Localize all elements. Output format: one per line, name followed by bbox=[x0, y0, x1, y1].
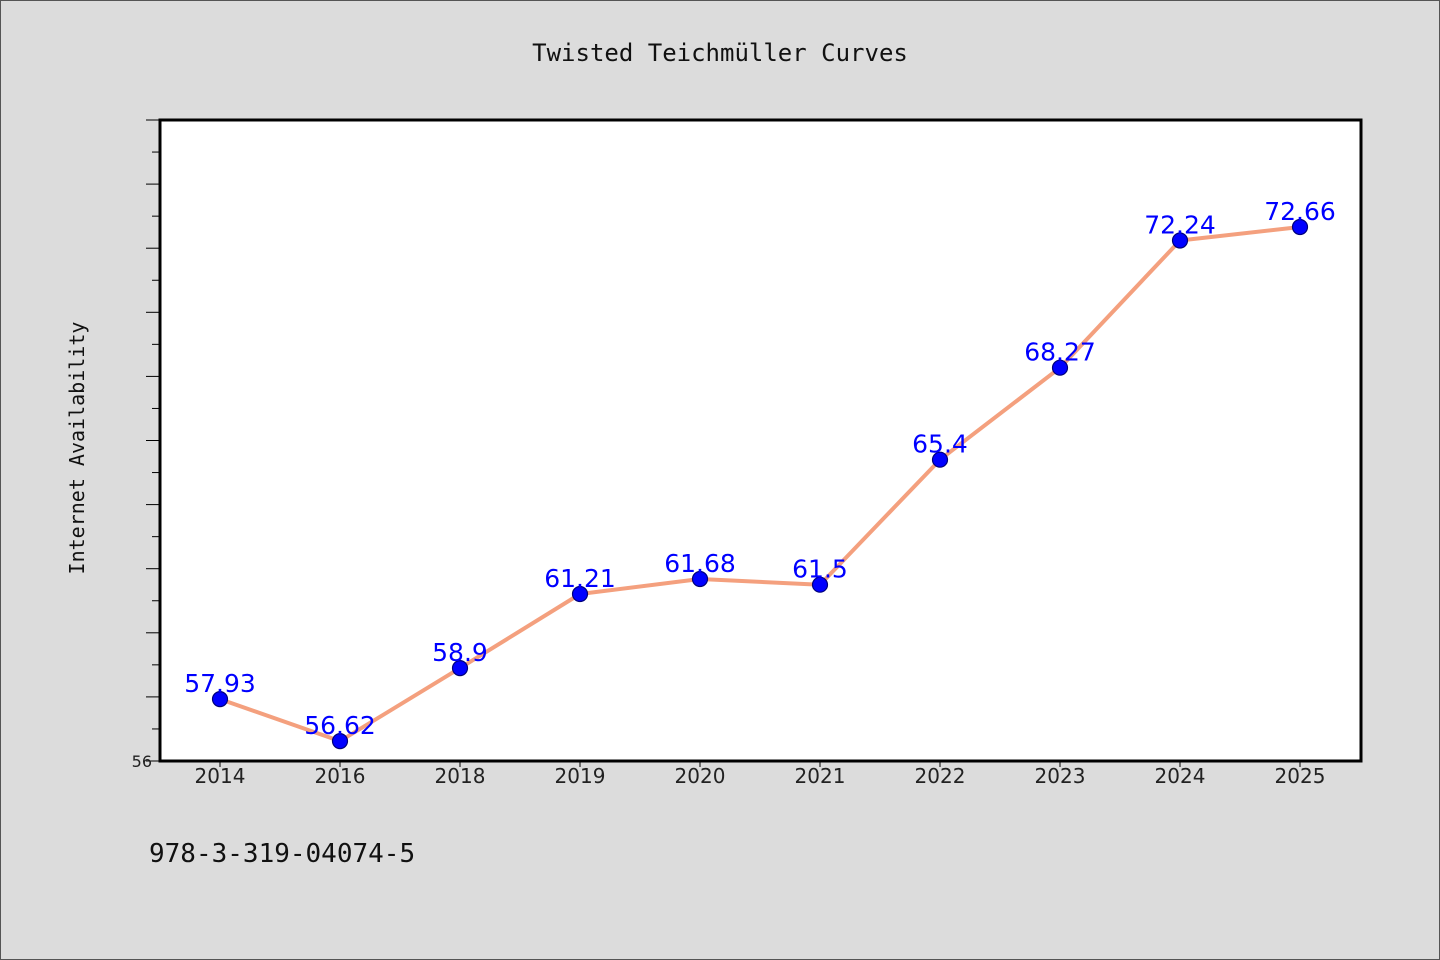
x-tick-label: 2022 bbox=[915, 764, 966, 788]
data-point bbox=[931, 451, 949, 468]
data-label: 61.5 bbox=[792, 555, 848, 584]
isbn-footnote: 978-3-319-04074-5 bbox=[149, 839, 415, 869]
data-point bbox=[211, 690, 229, 708]
data-point bbox=[571, 585, 589, 603]
series-layer bbox=[211, 218, 1309, 750]
x-tick-label: 2014 bbox=[195, 764, 246, 788]
data-point bbox=[1051, 359, 1069, 376]
x-tick-label: 2024 bbox=[1155, 764, 1206, 788]
data-point bbox=[1171, 232, 1189, 249]
x-tick-label: 2025 bbox=[1275, 764, 1326, 788]
x-tick-label: 2019 bbox=[555, 764, 606, 788]
data-label: 57.93 bbox=[184, 669, 256, 698]
data-label: 56.62 bbox=[304, 711, 376, 740]
data-label: 61.68 bbox=[664, 549, 736, 578]
data-label: 72.24 bbox=[1144, 211, 1216, 240]
data-point bbox=[451, 659, 469, 677]
data-label: 58.9 bbox=[432, 638, 488, 667]
data-point bbox=[331, 732, 349, 750]
chart-title: Twisted Teichmüller Curves bbox=[532, 39, 908, 67]
y-axis-label: Internet Availability bbox=[65, 322, 89, 575]
series-line bbox=[218, 225, 1302, 744]
data-label: 65.4 bbox=[912, 430, 968, 459]
data-labels: 57.93 56.62 58.9 61.21 61.68 61.5 65.4 68.27 72.… bbox=[184, 197, 1336, 740]
x-tick-label: 2016 bbox=[315, 764, 366, 788]
x-tick-label: 2023 bbox=[1035, 764, 1086, 788]
plot-area bbox=[158, 118, 1363, 763]
data-label: 72.66 bbox=[1264, 197, 1336, 226]
y-tick-label: 56 bbox=[132, 752, 152, 771]
y-axis-ticks: 56 bbox=[132, 119, 160, 771]
x-tick-label: 2018 bbox=[435, 764, 486, 788]
data-label: 68.27 bbox=[1024, 338, 1096, 367]
x-tick-label: 2020 bbox=[675, 764, 726, 788]
data-label: 61.21 bbox=[544, 564, 616, 593]
x-axis-ticks: 2014 2016 2018 2019 2020 2021 2022 2023 2024 2025 bbox=[195, 761, 1326, 788]
data-point bbox=[691, 570, 709, 588]
x-tick-label: 2021 bbox=[795, 764, 846, 788]
data-point bbox=[811, 576, 829, 593]
data-point bbox=[1291, 218, 1309, 236]
